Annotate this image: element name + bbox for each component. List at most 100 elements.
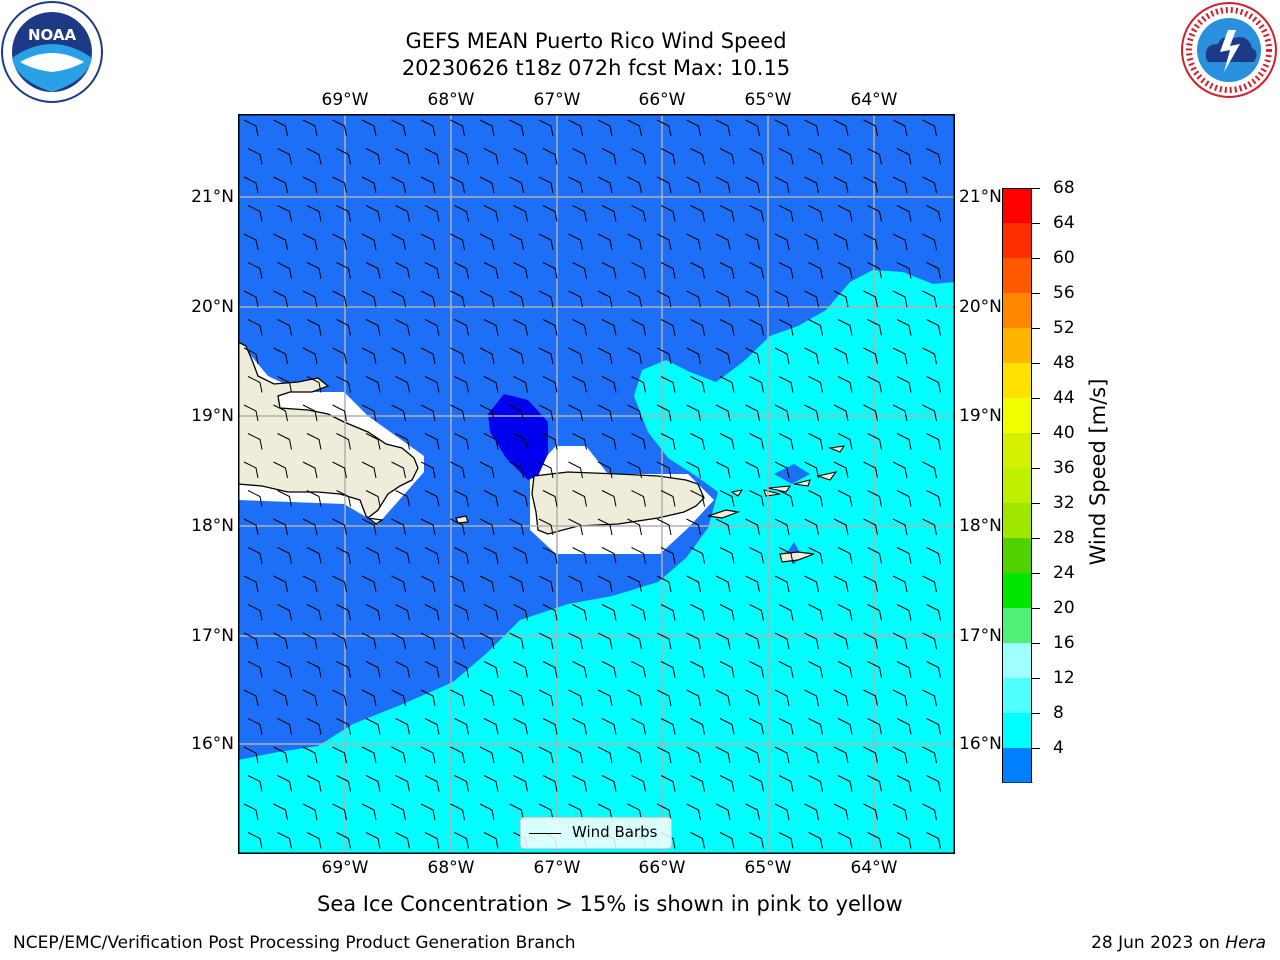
wind-barb (597, 632, 613, 650)
wind-barb (391, 575, 406, 593)
wind-barb (833, 632, 849, 650)
wind-barb (896, 832, 912, 849)
lon-label-bottom: 67°W (533, 858, 581, 878)
wind-barb (365, 547, 381, 564)
wind-barb (454, 547, 469, 564)
lat-label-left: 18°N (191, 516, 234, 536)
wind-barb (306, 718, 322, 735)
wind-barb (715, 461, 731, 479)
wind-barb (656, 632, 672, 650)
wind-barb (336, 262, 351, 279)
wind-barb (892, 803, 908, 821)
wind-barb (715, 689, 731, 707)
wind-barb (332, 176, 347, 194)
wind-barb (778, 490, 794, 507)
wind-barb (926, 604, 941, 621)
wind-barb (336, 433, 351, 450)
lon-label-top: 67°W (533, 90, 581, 110)
wind-barb (542, 376, 558, 393)
wind-barb (509, 632, 524, 650)
wind-barb (273, 347, 288, 365)
footer-date: 28 Jun 2023 on Hera (1091, 932, 1266, 954)
wind-barb (749, 775, 764, 792)
colorbar-tick-mark (1032, 713, 1040, 714)
map-legend: Wind Barbs (520, 817, 672, 849)
wind-barb (450, 404, 465, 422)
wind-barb (336, 376, 351, 393)
wind-barb (833, 290, 849, 308)
wind-barb (922, 461, 937, 479)
wind-barb (837, 604, 853, 621)
colorbar-tick-label: 16 (1053, 633, 1075, 653)
lat-label-right: 21°N (959, 187, 1002, 207)
wind-barb (863, 632, 878, 650)
wind-barb (302, 404, 318, 422)
colorbar-tick-mark (1032, 538, 1040, 539)
wind-barb (745, 461, 760, 479)
wind-barb (302, 119, 318, 137)
wind-barb (420, 632, 436, 650)
wind-barb (306, 547, 322, 564)
wind-barb (479, 575, 495, 593)
wind-barb (837, 832, 853, 849)
wind-barb (719, 604, 735, 621)
wind-barb (686, 119, 701, 137)
wind-barb (774, 290, 790, 308)
wind-barb (597, 803, 613, 821)
wind-barb (804, 176, 819, 194)
legend-barb-line (529, 833, 561, 834)
wind-barb (867, 148, 882, 165)
wind-barb (867, 205, 882, 222)
wind-barb (391, 518, 406, 536)
colorbar-tick-label: 60 (1053, 248, 1075, 268)
colorbar-segment (1002, 608, 1032, 643)
wind-barb (660, 433, 676, 450)
wind-barb (660, 775, 676, 792)
wind-barb (454, 661, 469, 678)
wind-barb (833, 803, 849, 821)
wind-barb (273, 632, 288, 650)
wind-barb (247, 604, 263, 621)
wind-barb (719, 376, 735, 393)
wind-barb (542, 262, 558, 279)
wind-barb (892, 461, 908, 479)
wind-barb (778, 718, 794, 735)
wind-barb (365, 718, 381, 735)
wind-barb (395, 205, 410, 222)
lat-label-right: 17°N (959, 626, 1002, 646)
wind-barb (479, 347, 495, 365)
wind-barb (454, 604, 469, 621)
wind-barb (867, 661, 882, 678)
wind-barb (247, 832, 263, 849)
wind-barb (483, 490, 499, 507)
wind-barb (361, 176, 377, 194)
wind-barb (568, 461, 583, 479)
wind-barb (833, 233, 849, 251)
colorbar-segment (1002, 713, 1032, 748)
wind-barb (804, 404, 819, 422)
wind-barb (247, 319, 263, 336)
wind-barb (513, 604, 528, 621)
wind-barb (509, 575, 524, 593)
colorbar-tick-label: 32 (1053, 493, 1075, 513)
wind-barb (778, 262, 794, 279)
wind-barb (631, 319, 646, 336)
colorbar-tick-label: 52 (1053, 318, 1075, 338)
wind-barb (690, 832, 705, 849)
wind-barb (808, 604, 823, 621)
wind-barb (572, 262, 587, 279)
wind-barb (391, 803, 406, 821)
wind-barb (627, 347, 642, 365)
wind-barb (601, 148, 617, 165)
wind-barb (509, 689, 524, 707)
wind-barb (631, 775, 646, 792)
wind-barb (745, 746, 760, 764)
wind-barb (420, 404, 436, 422)
wind-barb (597, 347, 613, 365)
wind-barb (627, 518, 642, 536)
colorbar-frame (1002, 188, 1032, 783)
colorbar-tick-mark (1032, 433, 1040, 434)
wind-barb (892, 233, 908, 251)
footer-date-text: 28 Jun 2023 on (1091, 933, 1226, 953)
colorbar-tick-label: 64 (1053, 213, 1075, 233)
